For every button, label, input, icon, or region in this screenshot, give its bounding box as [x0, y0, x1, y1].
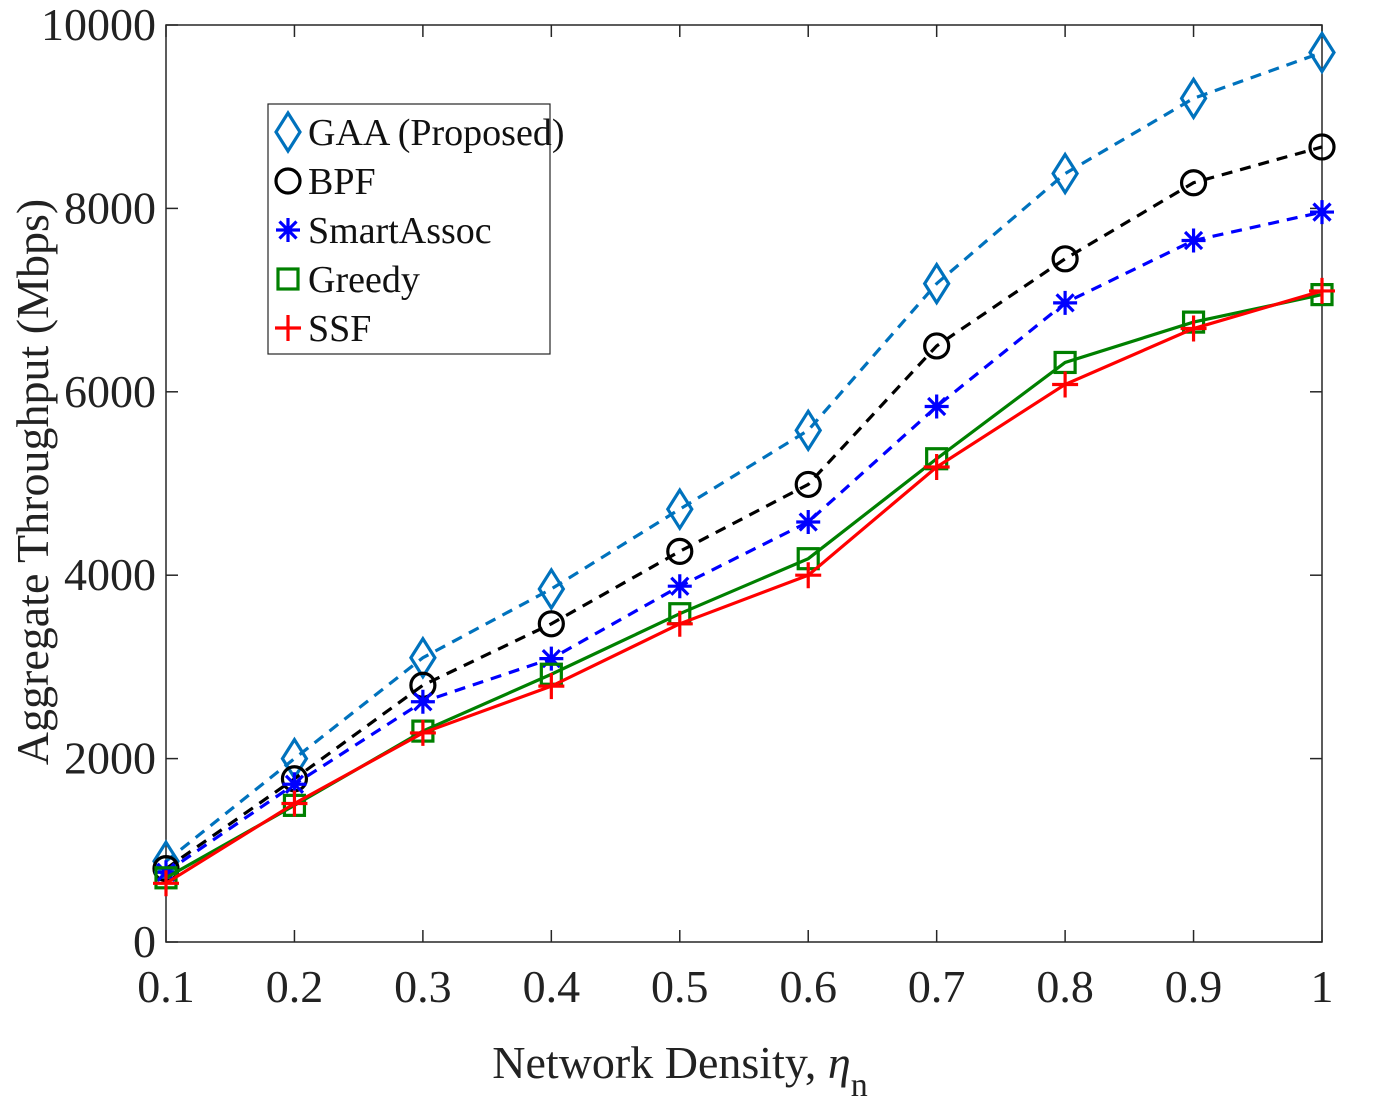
- data-point-marker: [537, 610, 565, 638]
- axes: 0.1 0.2 0.3 0.4 0.5 0.6 0.7 0.8 0.9 1 0 2000 4000 600…: [41, 0, 1334, 1012]
- y-tick-label: 6000: [64, 366, 156, 417]
- data-point-marker: [794, 470, 822, 499]
- legend-label: SSF: [308, 308, 371, 350]
- legend-item: SmartAssoc: [276, 210, 492, 252]
- data-point-marker: [1180, 315, 1207, 342]
- data-point-marker: [539, 646, 564, 671]
- x-tick-label: 0.1: [137, 961, 195, 1012]
- data-point-marker: [409, 719, 436, 746]
- data-point-marker: [1308, 30, 1336, 75]
- legend-item: GAA (Proposed): [274, 110, 564, 154]
- data-point-marker: [281, 790, 308, 817]
- x-tick-label: 0.6: [779, 961, 837, 1012]
- data-point-marker: [666, 610, 693, 637]
- x-tick-label: 0.8: [1036, 961, 1094, 1012]
- legend: GAA (Proposed) BPF SmartAssoc Greedy SSF: [267, 103, 564, 355]
- x-axis-title-text: Network Density,: [492, 1037, 828, 1088]
- legend-item: Greedy: [276, 259, 420, 301]
- legend-marker: [274, 110, 302, 154]
- data-point-marker: [537, 566, 566, 611]
- x-axis-title-subscript: n: [851, 1067, 868, 1104]
- legend-label: SmartAssoc: [308, 210, 492, 252]
- legend-box: [267, 103, 551, 355]
- x-tick-label: 0.2: [266, 961, 324, 1012]
- data-point-marker: [665, 487, 694, 532]
- x-tick-label: 1: [1311, 961, 1334, 1012]
- data-point-marker: [794, 408, 823, 453]
- data-point-marker: [922, 261, 951, 306]
- data-point-marker: [410, 689, 435, 714]
- data-point-marker: [796, 510, 821, 535]
- y-tick-label: 4000: [64, 549, 156, 600]
- data-point-marker: [795, 562, 822, 589]
- data-point-marker: [1051, 151, 1080, 196]
- series-line: [165, 289, 1323, 885]
- series-ssf: [153, 277, 1335, 897]
- y-tick-label: 10000: [41, 0, 156, 50]
- data-point-marker: [667, 574, 692, 599]
- data-point-marker: [1179, 76, 1208, 121]
- legend-marker: [274, 167, 302, 195]
- legend-item: SSF: [275, 308, 371, 350]
- data-point-marker: [666, 537, 694, 565]
- x-tick-label: 0.7: [908, 961, 966, 1012]
- data-point-marker: [1053, 290, 1078, 315]
- data-point-marker: [923, 453, 950, 480]
- x-axis-title: Network Density, ηn: [492, 1037, 867, 1104]
- data-point-marker: [1309, 277, 1335, 304]
- legend-marker: [276, 218, 300, 242]
- plot-frame: [165, 24, 1323, 943]
- data-point-marker: [1179, 169, 1208, 197]
- data-point-marker: [408, 635, 437, 680]
- series-line: [165, 210, 1323, 874]
- legend-marker: [275, 315, 301, 341]
- series-greedy: [154, 282, 1334, 890]
- legend-label: Greedy: [308, 259, 420, 301]
- data-point-marker: [924, 394, 949, 419]
- x-tick-label: 0.9: [1165, 961, 1223, 1012]
- series-group: [152, 30, 1336, 897]
- data-point-marker: [1051, 245, 1079, 273]
- x-tick-label: 0.5: [651, 961, 709, 1012]
- y-tick-label: 8000: [64, 182, 156, 233]
- data-point-marker: [153, 870, 179, 897]
- x-tick-label: 0.3: [394, 961, 452, 1012]
- data-point-marker: [923, 332, 951, 360]
- data-point-marker: [1052, 371, 1079, 398]
- y-tick-label: 2000: [64, 733, 156, 784]
- y-tick-label: 0: [133, 916, 156, 967]
- x-tick-label: 0.4: [523, 961, 581, 1012]
- data-point-marker: [1181, 228, 1206, 253]
- series-line: [165, 293, 1323, 880]
- legend-label: GAA (Proposed): [308, 112, 564, 154]
- data-point-marker: [538, 673, 565, 700]
- legend-marker: [276, 267, 300, 291]
- data-point-marker: [1308, 133, 1336, 161]
- legend-label: BPF: [308, 161, 376, 203]
- data-point-marker: [282, 772, 307, 797]
- data-point-marker: [1310, 200, 1334, 225]
- series-line: [165, 145, 1323, 870]
- x-axis-title-symbol: η: [828, 1037, 851, 1088]
- legend-item: BPF: [274, 161, 376, 203]
- y-axis-title: Aggregate Throughput (Mbps): [7, 199, 58, 765]
